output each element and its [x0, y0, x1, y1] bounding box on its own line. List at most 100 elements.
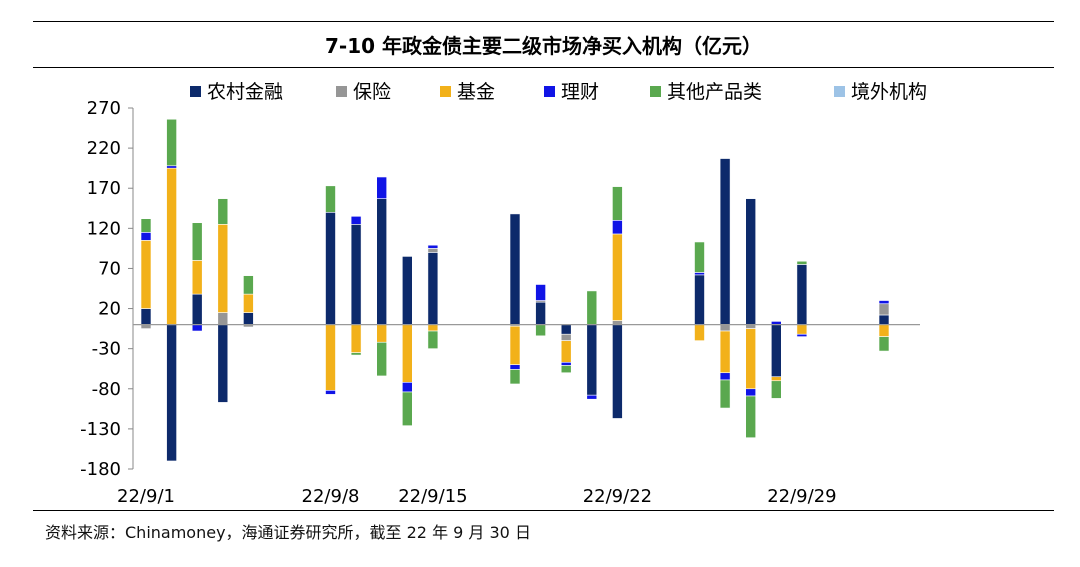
- bar-segment: [166, 167, 177, 325]
- bar-segment: [745, 324, 757, 329]
- legend-swatch: [650, 86, 661, 97]
- bar-segment: [217, 224, 229, 313]
- bar-segment: [719, 324, 731, 332]
- bar-segment: [612, 320, 623, 325]
- bar-segment: [427, 330, 439, 349]
- bar-segment: [560, 340, 572, 363]
- bar-segment: [770, 324, 782, 378]
- legend-item: 农村金融: [190, 81, 283, 103]
- bar-segment: [191, 293, 203, 325]
- legend-item: 保险: [336, 81, 391, 103]
- bar-segment: [140, 308, 152, 325]
- bar-segment: [719, 379, 731, 409]
- bar-segment: [376, 341, 388, 377]
- bar-segment: [770, 380, 782, 399]
- bar-segment: [694, 272, 705, 276]
- bar-segment: [376, 176, 388, 199]
- bar-segment: [796, 260, 808, 265]
- legend-swatch: [440, 86, 451, 97]
- bars-group: [140, 118, 890, 462]
- bar-segment: [612, 186, 623, 221]
- bar-segment: [243, 275, 254, 295]
- bar-segment: [878, 300, 890, 305]
- bar-segment: [878, 324, 890, 337]
- bar-segment: [191, 260, 203, 295]
- bar-segment: [217, 324, 229, 403]
- bar-segment: [325, 390, 336, 395]
- bar-segment: [796, 333, 808, 337]
- title-bottom-rule: [33, 67, 1054, 68]
- y-tick-label: -30: [92, 339, 121, 360]
- bar-segment: [376, 324, 388, 343]
- bar-segment: [612, 233, 623, 321]
- bar-segment: [586, 324, 598, 396]
- legend-item: 基金: [440, 81, 495, 103]
- bar-segment: [325, 185, 336, 213]
- bar-segment: [612, 324, 623, 419]
- bar-segment: [535, 324, 546, 337]
- bar-segment: [586, 394, 598, 400]
- y-axis: 270 220 170 120 70 20 -30 -80 -130 -180: [80, 98, 134, 480]
- bar-segment: [427, 244, 439, 249]
- legend-label: 保险: [353, 81, 391, 103]
- bar-segment: [401, 256, 413, 325]
- x-tick-label: 22/9/15: [398, 486, 467, 507]
- bar-segment: [535, 284, 546, 301]
- bar-segment: [796, 264, 808, 325]
- y-tick-label: 120: [87, 218, 121, 239]
- bar-segment: [217, 312, 229, 325]
- bar-segment: [694, 324, 705, 341]
- bar-segment: [401, 382, 413, 393]
- legend-label: 其他产品类: [667, 81, 762, 103]
- bar-segment: [719, 372, 731, 381]
- legend-swatch: [190, 86, 201, 97]
- bar-segment: [325, 211, 336, 325]
- bar-segment: [166, 324, 177, 462]
- legend-label: 理财: [561, 81, 599, 103]
- bar-segment: [140, 240, 152, 309]
- y-tick-label: 20: [98, 299, 121, 320]
- bar-segment: [350, 224, 362, 325]
- legend-label: 境外机构: [851, 81, 927, 103]
- bar-segment: [586, 290, 598, 325]
- bar-segment: [560, 362, 572, 366]
- legend-swatch: [834, 86, 845, 97]
- legend-swatch: [336, 86, 347, 97]
- bar-segment: [350, 324, 362, 353]
- y-tick-label: 270: [87, 98, 121, 119]
- bar-segment: [745, 395, 757, 439]
- x-axis: 22/9/1 22/9/8 22/9/15 22/9/22 22/9/29: [117, 324, 920, 507]
- bar-segment: [509, 325, 521, 366]
- bar-segment: [427, 252, 439, 325]
- bar-segment: [350, 216, 362, 225]
- bar-segment: [243, 312, 254, 325]
- bar-segment: [243, 293, 254, 313]
- x-tick-label: 22/9/29: [767, 486, 836, 507]
- legend-label: 农村金融: [207, 81, 283, 103]
- bar-segment: [325, 324, 336, 391]
- source-note: 资料来源：Chinamoney，海通证券研究所，截至 22 年 9 月 30 日: [45, 523, 531, 542]
- chart-title: 7-10 年政金债主要二级市场净买入机构（亿元）: [324, 34, 762, 58]
- bar-segment: [140, 324, 152, 329]
- x-tick-label: 22/9/22: [583, 486, 652, 507]
- bar-segment: [191, 324, 203, 332]
- bar-segment: [166, 118, 177, 167]
- x-tick-label: 22/9/1: [117, 486, 175, 507]
- bar-segment: [427, 324, 439, 332]
- bar-segment: [719, 330, 731, 374]
- bar-segment: [612, 220, 623, 235]
- legend-item: 理财: [544, 81, 599, 103]
- bar-segment: [401, 391, 413, 426]
- bar-segment: [535, 301, 546, 325]
- bar-segment: [140, 218, 152, 233]
- bar-segment: [560, 324, 572, 335]
- bar-segment: [719, 158, 731, 325]
- bar-segment: [217, 198, 229, 225]
- y-tick-label: 220: [87, 138, 121, 159]
- bar-segment: [560, 333, 572, 341]
- bar-segment: [745, 328, 757, 390]
- legend: 农村金融 保险 基金 理财 其他产品类 境外机构: [190, 81, 927, 103]
- bar-segment: [509, 369, 521, 385]
- legend-item: 其他产品类: [650, 81, 762, 103]
- y-tick-label: -80: [92, 379, 121, 400]
